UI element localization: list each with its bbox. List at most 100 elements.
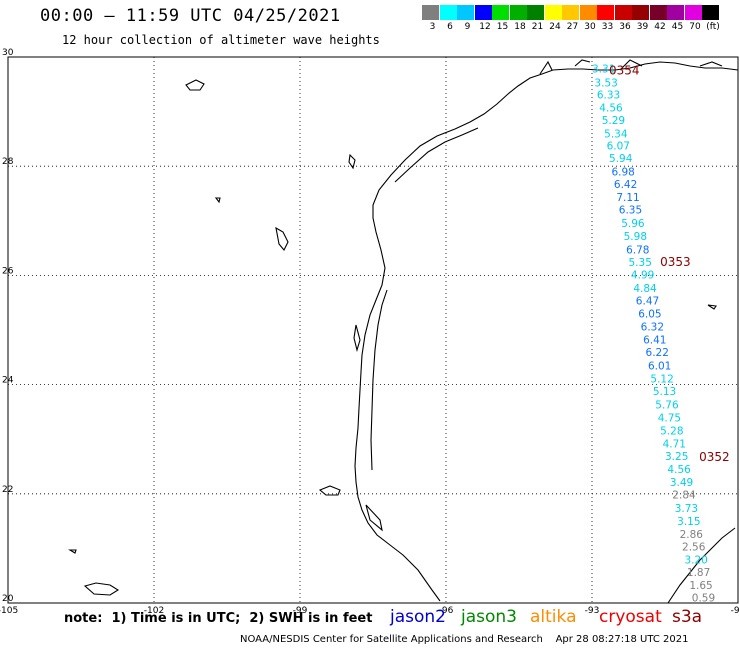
coastline: [68, 59, 739, 604]
barrier-island-galveston: [394, 127, 479, 183]
colorbar-label: 12: [479, 22, 491, 32]
colorbar-swatch: [474, 5, 492, 20]
swh-value: 4.75: [658, 413, 681, 425]
swh-value: 5.94: [609, 153, 633, 165]
lat-label: 30: [2, 48, 14, 58]
colorbar-swatch: [457, 5, 474, 20]
wave-height-colorbar: 3 6 9 12 15 18 21 24 27 30 33 36 39 42 45 70 (ft): [422, 5, 728, 35]
colorbar-label: 70: [689, 22, 701, 32]
swh-value: 5.76: [655, 400, 679, 412]
swh-value: 6.78: [626, 245, 649, 257]
pass-label: 0352: [699, 450, 730, 464]
island-6: [365, 504, 383, 532]
colorbar-label: 45: [671, 22, 684, 32]
colorbar-label: 33: [601, 22, 614, 32]
swh-value: 6.98: [611, 166, 634, 178]
colorbar-label: 39: [636, 22, 649, 32]
colorbar-label: 9: [464, 22, 471, 32]
island-4: [348, 153, 356, 170]
lon-label: -90: [731, 606, 740, 616]
colorbar-swatch: [597, 5, 614, 20]
swh-value: 4.56: [667, 464, 691, 476]
colorbar-label: 27: [566, 22, 579, 32]
colorbar-swatch: [614, 5, 632, 20]
colorbar-swatch: [649, 5, 667, 20]
satellite-s3a: s3a: [672, 607, 703, 627]
colorbar-swatch: [527, 5, 544, 20]
colorbar-label: 24: [549, 22, 561, 32]
swh-value: 4.71: [663, 438, 686, 450]
satellite-jason3: jason3: [461, 607, 517, 627]
swh-value: 1.87: [687, 567, 710, 579]
island-7: [318, 485, 341, 496]
swh-value: 6.33: [597, 89, 620, 101]
swh-value: 5.34: [604, 128, 628, 140]
colorbar-swatch: [492, 5, 509, 20]
colorbar-swatch: [579, 5, 597, 20]
texas-louisiana-coast: [354, 61, 739, 602]
lat-label: 28: [2, 157, 14, 167]
swh-value: 6.01: [648, 360, 671, 372]
footer-note: note: 1) Time is in UTC; 2) SWH is in fe…: [64, 611, 373, 626]
lon-label: -93: [585, 606, 600, 616]
colorbar-label: 36: [619, 22, 631, 32]
footer-credit: NOAA/NESDIS Center for Satellite Applica…: [240, 634, 689, 645]
swh-value: 3.49: [670, 477, 693, 489]
satellite-altika: altika: [530, 607, 577, 627]
map-title: 00:00 – 11:59 UTC 04/25/2021: [40, 6, 341, 26]
lat-label: 24: [2, 376, 14, 386]
swh-value: 6.07: [607, 140, 630, 152]
yucatan-coast: [667, 527, 736, 604]
swh-value: 6.22: [646, 347, 669, 359]
swh-value: 0.59: [692, 592, 715, 604]
map-frame: [7, 56, 739, 604]
island-3: [275, 226, 289, 251]
colorbar-swatch: [439, 5, 457, 20]
swh-value: 3.73: [675, 503, 698, 515]
swh-value: 4.84: [633, 283, 657, 295]
colorbar-label: 30: [584, 22, 596, 32]
colorbar-label: 3: [429, 22, 436, 32]
swh-value: 6.41: [643, 335, 666, 347]
swh-value: 5.12: [650, 373, 673, 385]
colorbar-label: 15: [496, 22, 509, 32]
colorbar-label: 6: [447, 22, 453, 32]
lat-label: 20: [2, 594, 14, 604]
colorbar-swatch: [684, 5, 702, 20]
swh-value: 3.53: [594, 77, 617, 89]
lon-label: -102: [144, 606, 164, 616]
island-10: [707, 304, 717, 310]
satellite-cryosat: cryosat: [599, 607, 662, 627]
island-2: [83, 582, 120, 596]
colorbar-label: 21: [531, 22, 544, 32]
swh-value: 3.25: [665, 451, 688, 463]
swh-value: 5.98: [624, 231, 647, 243]
swh-value: 6.05: [638, 308, 661, 320]
colorbar-swatch: [422, 5, 439, 20]
swh-value: 1.65: [689, 580, 712, 592]
swh-value: 3.31: [592, 63, 615, 75]
swh-value: 5.29: [602, 115, 625, 127]
swh-value: 6.42: [614, 179, 637, 191]
colorbar-swatch: [702, 5, 719, 20]
lon-label: -96: [439, 606, 454, 616]
swh-value: 5.96: [621, 218, 645, 230]
island-9: [68, 549, 77, 554]
swh-value: 4.56: [599, 103, 623, 115]
colorbar-swatch: [632, 5, 649, 20]
delta-outline: [539, 59, 723, 75]
colorbar-swatch: [667, 5, 684, 20]
satellite-jason2: jason2: [390, 607, 446, 627]
swh-value: 2.84: [672, 490, 696, 502]
colorbar-label: 42: [654, 22, 666, 32]
colorbar-swatch: [562, 5, 579, 20]
barrier-island-south-padre: [370, 289, 388, 471]
island-5: [353, 324, 361, 353]
colorbar-swatch: [544, 5, 562, 20]
swh-value: 3.15: [677, 516, 700, 528]
colorbar-unit: (ft): [706, 22, 720, 32]
swh-value: 7.11: [616, 192, 639, 204]
lat-label: 22: [2, 485, 13, 495]
island-8: [214, 197, 221, 204]
